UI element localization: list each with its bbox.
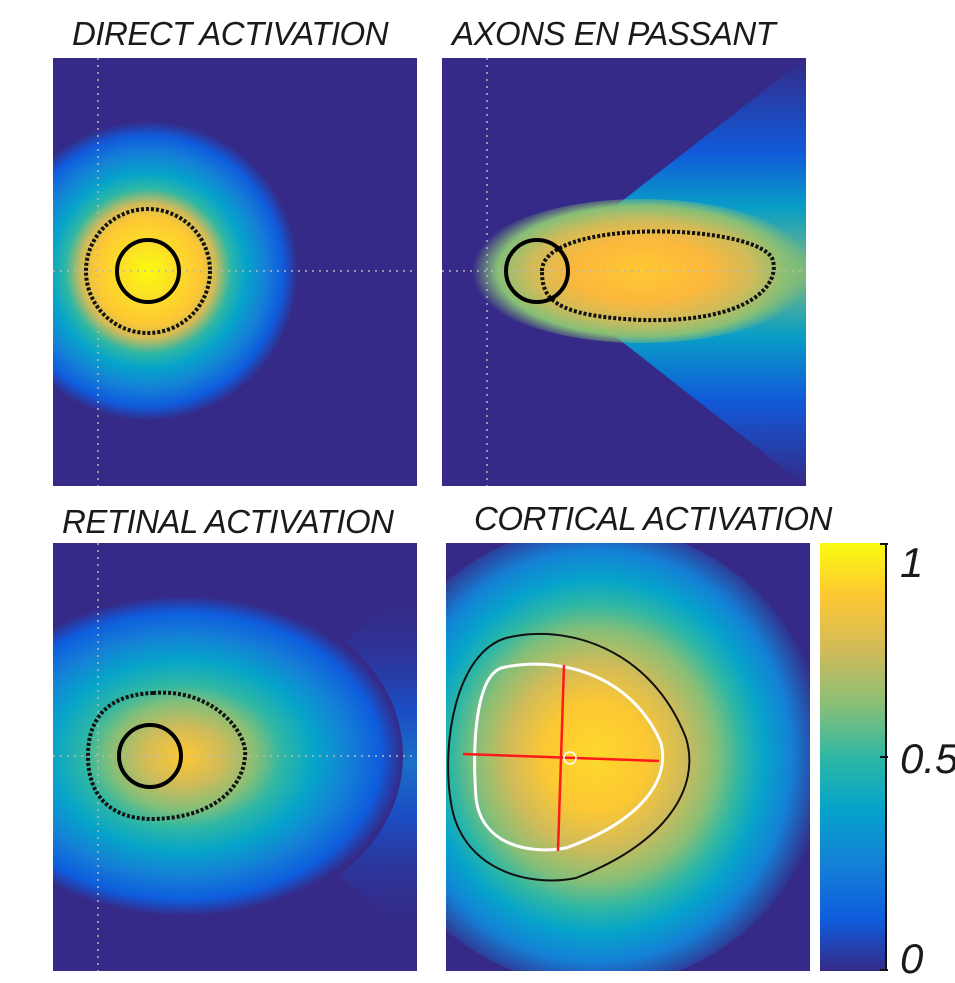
heatmap-cortical-plot: [446, 543, 810, 971]
activation-lobe: [467, 199, 806, 343]
heatmap-cortical: [446, 543, 810, 971]
threshold-contour: [84, 207, 212, 335]
colorbar-tick-label-0.5: 0.5: [900, 735, 955, 782]
electrode-circle: [504, 238, 570, 304]
panel-title-axons: AXONS EN PASSANT: [452, 15, 776, 52]
centroid-marker: [563, 751, 577, 765]
electrode-circle: [117, 723, 183, 789]
heatmap-retinal-plot: [53, 543, 417, 971]
colorbar-tick-label-0: 0: [900, 935, 924, 982]
activation-field: [446, 543, 810, 971]
colorbar-gradient: [820, 543, 886, 971]
heatmap-direct: [53, 58, 417, 486]
threshold-contour: [539, 229, 776, 323]
activation-field: [53, 121, 298, 421]
colorbar-plot: [820, 543, 888, 971]
threshold-contour: [85, 690, 248, 822]
electrode-circle: [115, 238, 181, 304]
heatmap-direct-plot: [53, 58, 417, 486]
panel-title-direct: DIRECT ACTIVATION: [72, 15, 389, 52]
colorbar: [820, 543, 888, 971]
panel-title-retinal: RETINAL ACTIVATION: [62, 503, 394, 540]
colorbar-tick-label-1: 1: [900, 539, 924, 586]
heatmap-axons-plot: [442, 58, 806, 486]
minor-axis: [556, 664, 566, 852]
heatmap-retinal: [53, 543, 417, 971]
inner-contour: [473, 662, 665, 852]
heatmap-axons: [442, 58, 806, 486]
panel-title-cortical: CORTICAL ACTIVATION: [474, 500, 832, 537]
activation-field: [53, 586, 403, 926]
outer-contour: [447, 632, 691, 882]
